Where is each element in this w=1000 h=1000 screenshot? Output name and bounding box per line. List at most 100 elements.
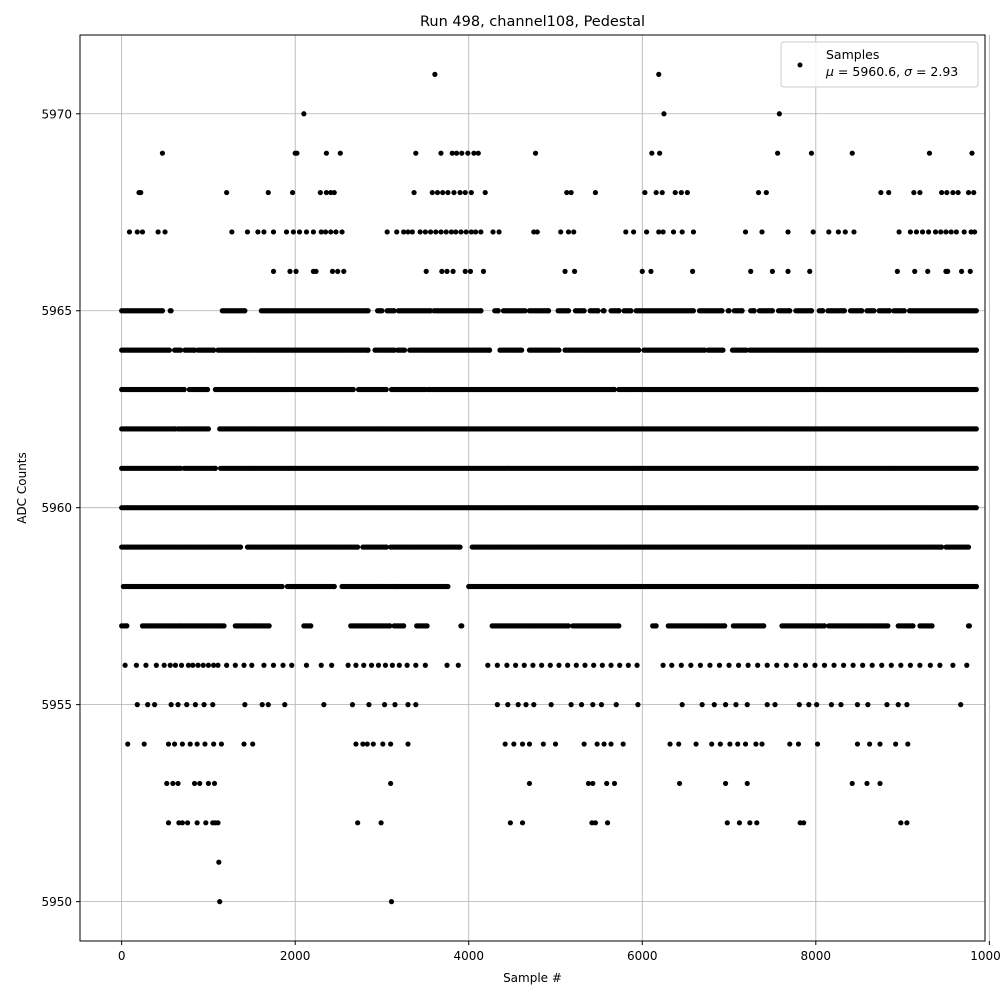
sample-point	[241, 662, 247, 668]
sample-point	[869, 662, 875, 668]
sample-point	[761, 623, 767, 629]
sample-point	[380, 741, 386, 747]
sample-point	[886, 308, 893, 314]
sample-point	[178, 662, 185, 668]
sample-point	[375, 662, 382, 668]
sample-point	[365, 308, 371, 314]
sample-point	[391, 308, 397, 314]
sample-point	[590, 702, 596, 708]
sample-point	[719, 308, 725, 314]
sample-point	[224, 189, 230, 196]
sample-point	[564, 189, 570, 196]
sample-point	[835, 229, 841, 235]
sample-point	[331, 583, 337, 590]
sample-point	[840, 662, 847, 668]
sample-point	[821, 623, 828, 629]
sample-point	[216, 859, 222, 865]
sample-point	[519, 347, 525, 353]
sample-point	[423, 268, 429, 274]
sample-point	[519, 820, 526, 826]
sample-point	[785, 268, 791, 274]
sample-point	[521, 662, 527, 668]
sample-point	[205, 426, 212, 432]
sample-point	[660, 662, 666, 668]
sample-point	[656, 71, 662, 77]
sample-point	[364, 741, 370, 747]
sample-point	[217, 899, 223, 905]
sample-point	[171, 741, 178, 747]
sample-point	[401, 623, 407, 629]
sample-point	[639, 268, 645, 274]
sample-point	[669, 662, 675, 668]
sample-point	[726, 662, 732, 668]
sample-point	[534, 229, 540, 235]
sample-point	[699, 702, 705, 708]
sample-point	[938, 229, 944, 235]
sample-point	[458, 229, 464, 235]
sample-point	[722, 623, 728, 629]
sample-point	[194, 820, 200, 826]
sample-point	[769, 268, 776, 274]
sample-point	[850, 662, 856, 668]
sample-point	[250, 741, 256, 747]
sample-point	[404, 662, 410, 668]
sample-point	[895, 702, 901, 708]
x-tick-label: 6000	[627, 949, 658, 963]
sample-point	[973, 505, 979, 511]
sample-point	[218, 741, 225, 747]
sample-point	[745, 662, 751, 668]
sample-point	[841, 308, 848, 314]
sample-point	[667, 741, 673, 747]
sample-point	[568, 189, 574, 196]
sample-point	[971, 189, 977, 196]
sample-point	[763, 189, 769, 196]
sample-point	[394, 229, 400, 235]
sample-point	[494, 662, 500, 668]
sample-point	[370, 741, 376, 747]
sample-point	[724, 820, 730, 826]
sample-point	[973, 308, 979, 314]
sample-point	[164, 780, 170, 787]
sample-point	[628, 308, 634, 314]
sample-point	[205, 780, 212, 787]
sample-point	[303, 662, 310, 668]
sample-point	[168, 702, 174, 708]
sample-point	[366, 702, 372, 708]
sample-point	[294, 150, 300, 156]
sample-point	[896, 229, 902, 235]
sample-point	[480, 268, 487, 274]
sample-point	[958, 702, 964, 708]
sample-point	[133, 662, 139, 668]
sample-point	[742, 741, 749, 747]
sample-point	[457, 544, 463, 550]
sample-point	[860, 662, 866, 668]
sample-point	[523, 702, 529, 708]
sample-point	[558, 229, 564, 235]
sample-point	[290, 229, 297, 235]
sample-point	[867, 741, 873, 747]
sample-point	[444, 268, 450, 274]
sample-point	[145, 702, 151, 708]
sample-point	[229, 229, 235, 235]
sample-point	[478, 308, 484, 314]
sample-point	[720, 347, 726, 353]
sample-point	[548, 702, 554, 708]
sample-point	[808, 150, 815, 156]
x-tick-label: 0	[118, 949, 126, 963]
sample-point	[211, 347, 217, 353]
sample-point	[594, 741, 600, 747]
sample-point	[355, 544, 361, 550]
sample-point	[547, 662, 553, 668]
sample-point	[396, 662, 402, 668]
sample-point	[965, 544, 972, 550]
sample-point	[401, 347, 408, 353]
sample-point	[591, 662, 597, 668]
sample-point	[494, 702, 500, 708]
sample-point	[877, 780, 883, 787]
x-axis-ticks: 0200040006000800010000	[118, 941, 1000, 963]
sample-point	[620, 741, 626, 747]
sample-point	[353, 662, 359, 668]
sample-point	[444, 662, 450, 668]
sample-point	[152, 702, 158, 708]
